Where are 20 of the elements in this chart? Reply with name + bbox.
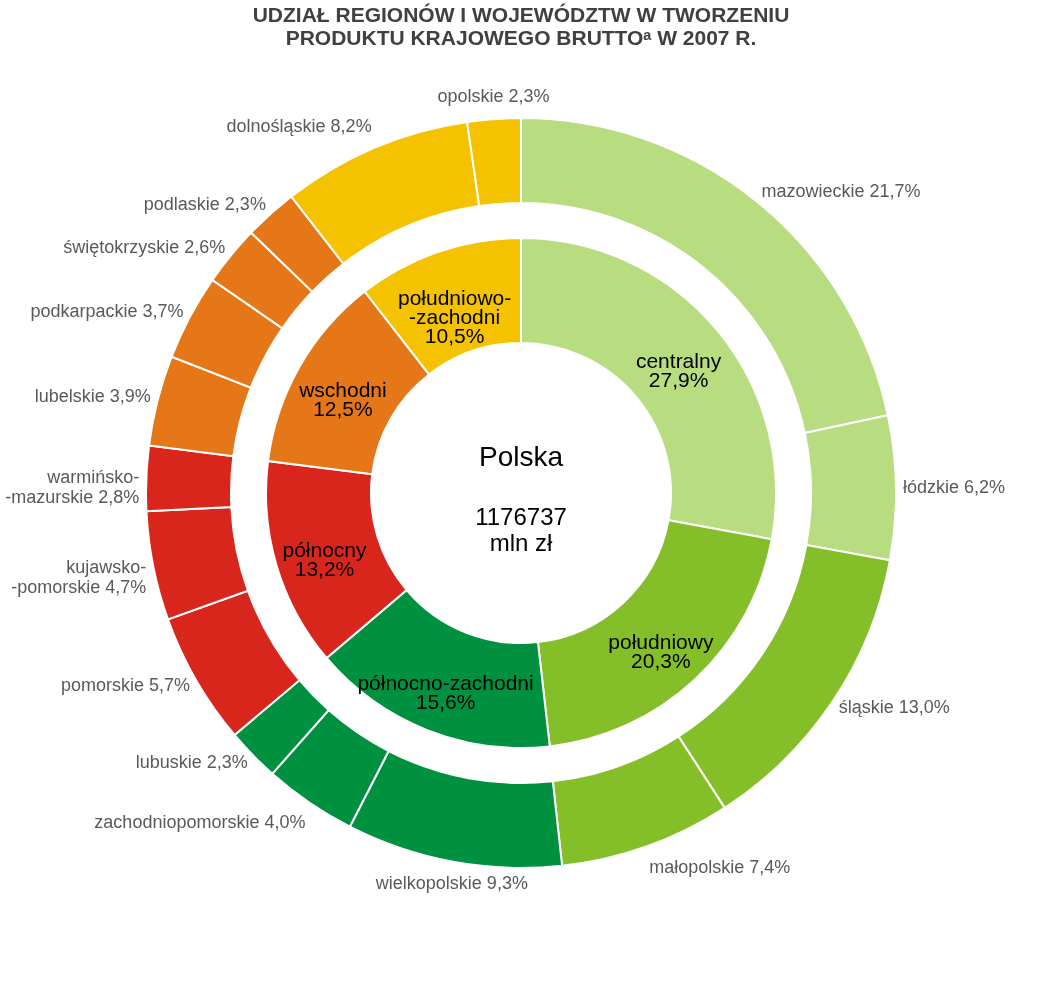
category-label: mazowieckie 21,7% <box>761 181 921 202</box>
category-label: śląskie 13,0% <box>838 696 950 717</box>
text: UDZIAŁ REGIONÓW I WOJEWÓDZTW W TWORZENIU <box>252 3 790 26</box>
text: Polska <box>478 441 564 472</box>
category-label: lubelskie 3,9% <box>34 386 151 407</box>
category-label: zachodniopomorskie 4,0% <box>94 811 306 832</box>
category-label: podlaskie 2,3% <box>143 193 266 214</box>
category-label: podkarpackie 3,7% <box>30 300 184 321</box>
category-label: kujawsko- -pomorskie 4,7% <box>11 557 147 598</box>
text: PRODUKTU KRAJOWEGO BRUTTOᵃ W 2007 R. <box>285 26 757 49</box>
category-label: wielkopolskie 9,3% <box>375 872 528 893</box>
category-label: opolskie 2,3% <box>437 86 550 107</box>
category-label: lubuskie 2,3% <box>135 752 248 773</box>
category-label: świętokrzyskie 2,6% <box>63 236 226 257</box>
category-label: małopolskie 7,4% <box>649 856 791 877</box>
category-label: warmińsko- -mazurskie 2,8% <box>5 466 140 507</box>
category-label: pomorskie 5,7% <box>60 675 190 696</box>
text: 1176737 mln zł <box>475 503 567 556</box>
category-label: łódzkie 6,2% <box>902 476 1006 497</box>
category-label: dolnośląskie 8,2% <box>226 115 372 136</box>
